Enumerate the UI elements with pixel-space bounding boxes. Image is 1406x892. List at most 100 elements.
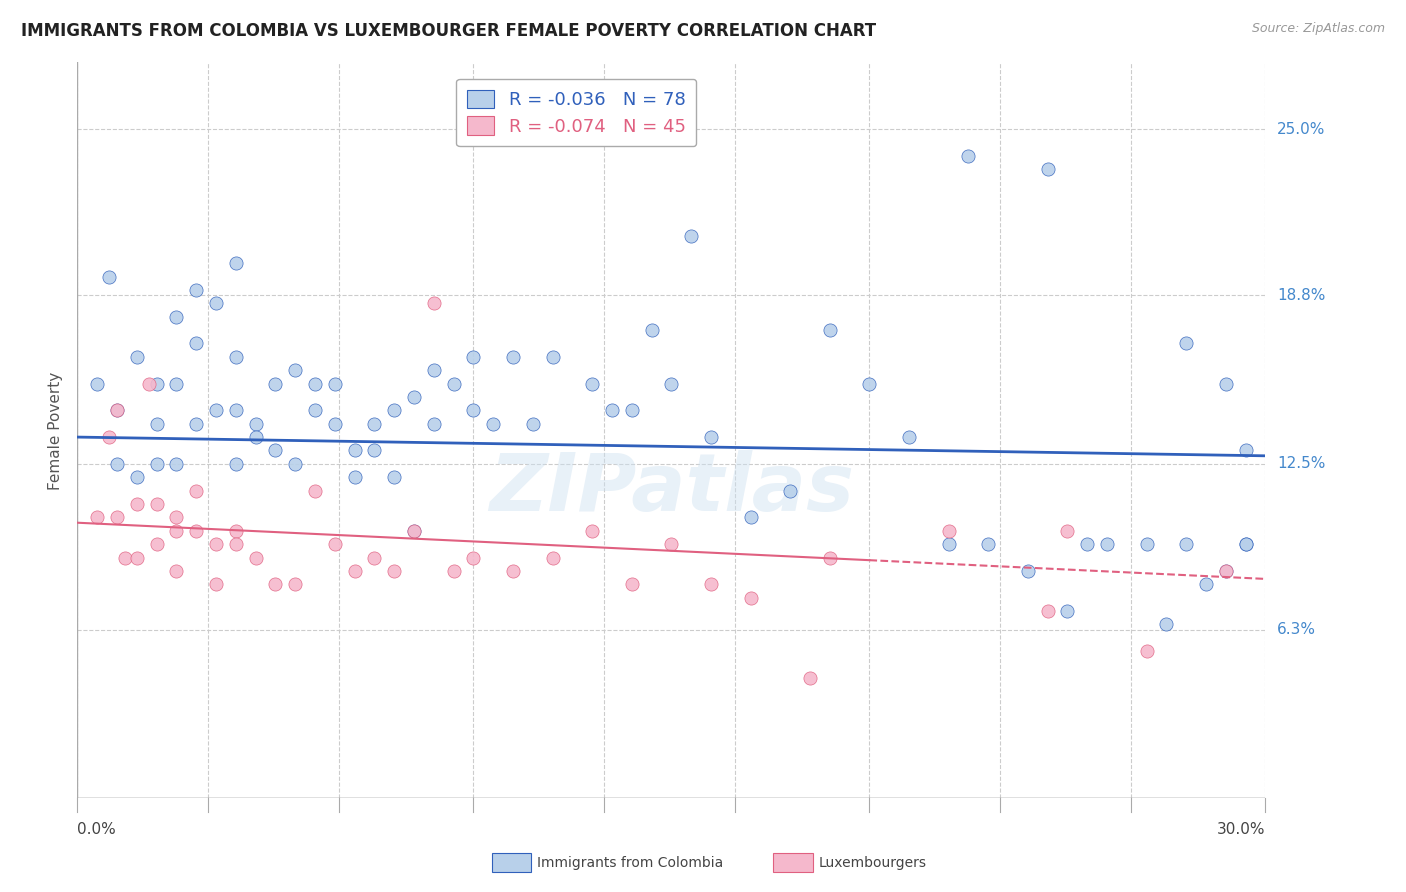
Point — [541, 350, 564, 364]
Point — [304, 483, 326, 498]
Point — [284, 457, 307, 471]
Point — [125, 470, 148, 484]
Point — [463, 350, 485, 364]
Point — [1095, 537, 1118, 551]
Point — [700, 577, 723, 591]
Point — [1076, 537, 1098, 551]
Point — [1156, 617, 1178, 632]
Point — [323, 537, 346, 551]
Point — [165, 457, 187, 471]
Point — [541, 550, 564, 565]
Point — [186, 417, 208, 431]
Point — [620, 403, 643, 417]
Point — [186, 483, 208, 498]
Point — [145, 376, 167, 391]
Legend: R = -0.036   N = 78, R = -0.074   N = 45: R = -0.036 N = 78, R = -0.074 N = 45 — [456, 78, 696, 146]
Point — [323, 376, 346, 391]
Point — [264, 577, 287, 591]
Point — [323, 417, 346, 431]
Point — [125, 497, 148, 511]
Point — [114, 550, 136, 565]
Point — [661, 376, 683, 391]
Text: 30.0%: 30.0% — [1218, 822, 1265, 837]
Text: 0.0%: 0.0% — [77, 822, 117, 837]
Point — [105, 403, 128, 417]
Point — [225, 457, 247, 471]
Point — [681, 229, 703, 244]
Point — [740, 591, 762, 605]
Point — [382, 564, 405, 578]
Point — [1036, 604, 1059, 618]
Point — [363, 550, 385, 565]
Point — [225, 537, 247, 551]
Point — [205, 577, 228, 591]
Point — [98, 430, 121, 444]
Point — [1175, 537, 1198, 551]
Point — [245, 417, 267, 431]
Point — [1195, 577, 1218, 591]
Point — [581, 524, 603, 538]
Point — [86, 510, 108, 524]
Point — [125, 350, 148, 364]
Point — [304, 403, 326, 417]
Point — [86, 376, 108, 391]
Point — [938, 524, 960, 538]
Point — [620, 577, 643, 591]
Point — [1136, 537, 1159, 551]
Point — [205, 403, 228, 417]
Point — [165, 510, 187, 524]
Point — [145, 457, 167, 471]
Point — [581, 376, 603, 391]
Text: Immigrants from Colombia: Immigrants from Colombia — [537, 855, 723, 870]
Point — [1234, 537, 1257, 551]
Point — [818, 323, 841, 337]
Point — [105, 403, 128, 417]
Point — [225, 350, 247, 364]
Point — [343, 564, 366, 578]
Point — [264, 376, 287, 391]
Point — [145, 417, 167, 431]
Text: 25.0%: 25.0% — [1277, 122, 1326, 136]
Point — [205, 296, 228, 310]
Point — [463, 403, 485, 417]
Point — [245, 430, 267, 444]
Point — [225, 403, 247, 417]
Point — [1215, 376, 1237, 391]
Point — [443, 564, 465, 578]
Point — [977, 537, 1000, 551]
Point — [402, 390, 425, 404]
Point — [165, 376, 187, 391]
Point — [145, 537, 167, 551]
Point — [1017, 564, 1039, 578]
Point — [382, 470, 405, 484]
Point — [205, 537, 228, 551]
Point — [138, 376, 160, 391]
Point — [1056, 524, 1078, 538]
Point — [957, 149, 980, 163]
Point — [264, 443, 287, 458]
Point — [482, 417, 505, 431]
Point — [98, 269, 121, 284]
Text: Luxembourgers: Luxembourgers — [818, 855, 927, 870]
Point — [186, 283, 208, 297]
Text: 12.5%: 12.5% — [1277, 457, 1326, 471]
Point — [105, 510, 128, 524]
Point — [423, 296, 446, 310]
Point — [818, 550, 841, 565]
Point — [1234, 537, 1257, 551]
Text: ZIPatlas: ZIPatlas — [489, 450, 853, 528]
Text: Female Poverty: Female Poverty — [48, 371, 63, 490]
Point — [145, 497, 167, 511]
Point — [363, 443, 385, 458]
Text: IMMIGRANTS FROM COLOMBIA VS LUXEMBOURGER FEMALE POVERTY CORRELATION CHART: IMMIGRANTS FROM COLOMBIA VS LUXEMBOURGER… — [21, 22, 876, 40]
Text: 6.3%: 6.3% — [1277, 623, 1316, 637]
Point — [463, 550, 485, 565]
Point — [402, 524, 425, 538]
Point — [343, 470, 366, 484]
Point — [304, 376, 326, 391]
Point — [186, 524, 208, 538]
Point — [343, 443, 366, 458]
Point — [284, 363, 307, 377]
Point — [740, 510, 762, 524]
Point — [225, 524, 247, 538]
